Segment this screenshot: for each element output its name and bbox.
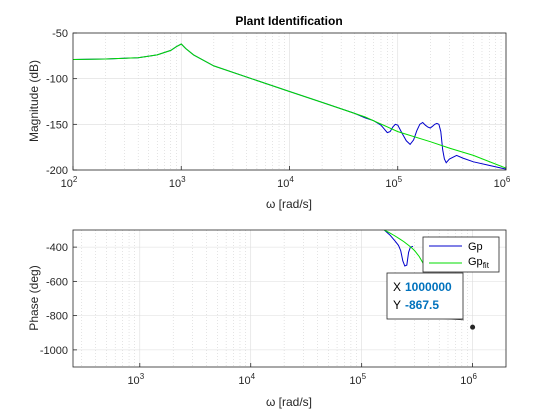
magnitude-y-tick-label: -50 (52, 28, 68, 40)
magnitude-y-tick-label: -200 (46, 165, 68, 177)
phase-y-tick-label: -800 (46, 311, 68, 323)
magnitude-y-axis-label: Magnitude (dB) (27, 60, 41, 142)
phase-y-tick-label: -600 (46, 276, 68, 288)
datatip-y-value: -867.5 (405, 298, 439, 312)
magnitude-x-tick-label: 103 (169, 175, 186, 190)
magnitude-x-tick-label: 104 (277, 175, 294, 190)
legend[interactable]: Gp Gpfit (423, 237, 499, 272)
magnitude-plot: 102 103 104 105 106 -50 -100 -150 -200 Plant Ide… (27, 14, 511, 211)
magnitude-x-axis-label: ω [rad/s] (266, 197, 312, 211)
magnitude-x-tick-label: 102 (61, 175, 78, 190)
phase-x-tick-label: 105 (349, 372, 366, 387)
phase-y-tick-label: -1000 (40, 345, 68, 357)
phase-y-tick-label: -400 (46, 242, 68, 254)
phase-x-axis-label: ω [rad/s] (266, 395, 312, 409)
magnitude-y-tick-label: -100 (46, 74, 68, 86)
phase-x-tick-label: 103 (127, 372, 144, 387)
magnitude-x-tick-label: 106 (494, 175, 511, 190)
magnitude-x-tick-label: 105 (385, 175, 402, 190)
datatip-x-label: X (393, 280, 401, 294)
magnitude-plot-title: Plant Identification (235, 14, 342, 28)
legend-label-gp: Gp (468, 241, 483, 253)
legend-label-gp-fit-sub: fit (483, 261, 490, 270)
magnitude-y-tick-label: -150 (46, 119, 68, 131)
phase-plot: 103 104 105 106-400-600-800-1000 ω [rad/s] … (27, 230, 506, 409)
phase-x-tick-label: 106 (460, 372, 477, 387)
datatip-x-value: 1000000 (405, 280, 452, 294)
datatip-y-label: Y (393, 298, 401, 312)
phase-x-tick-label: 104 (238, 372, 255, 387)
legend-label-gp-fit-main: Gp (468, 256, 483, 268)
datatip-marker (470, 325, 475, 330)
phase-y-axis-label: Phase (deg) (27, 265, 41, 330)
